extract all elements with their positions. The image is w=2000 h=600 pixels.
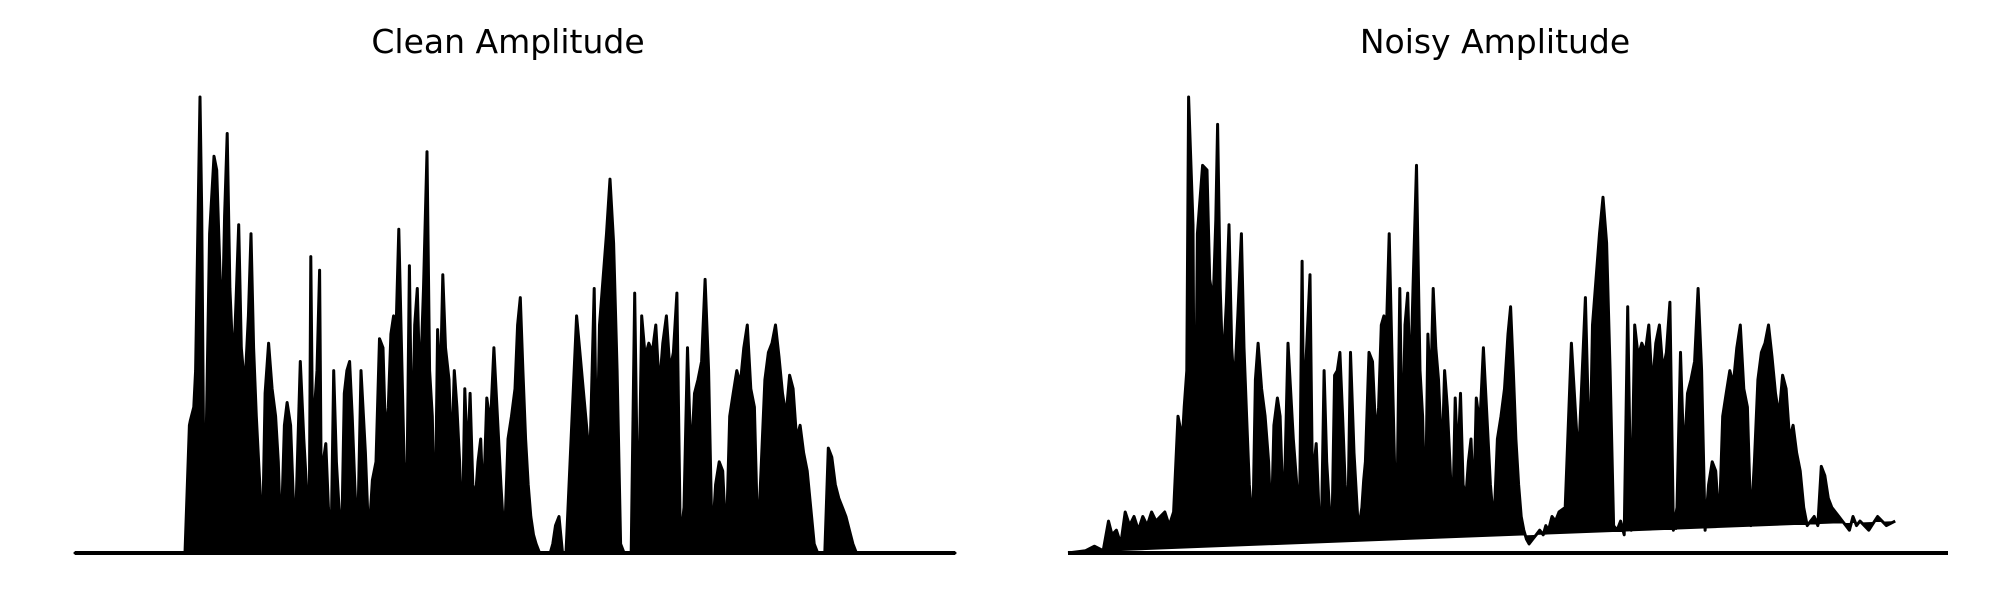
- chart-title-noisy: Noisy Amplitude: [1359, 22, 1631, 61]
- amplitude-area-1: [1067, 95, 1896, 555]
- chart-title-clean: Clean Amplitude: [371, 22, 645, 61]
- amplitude-area-0: [73, 95, 957, 555]
- noisy-amplitude-plot: [1067, 95, 1948, 555]
- clean-amplitude-plot: [73, 95, 957, 555]
